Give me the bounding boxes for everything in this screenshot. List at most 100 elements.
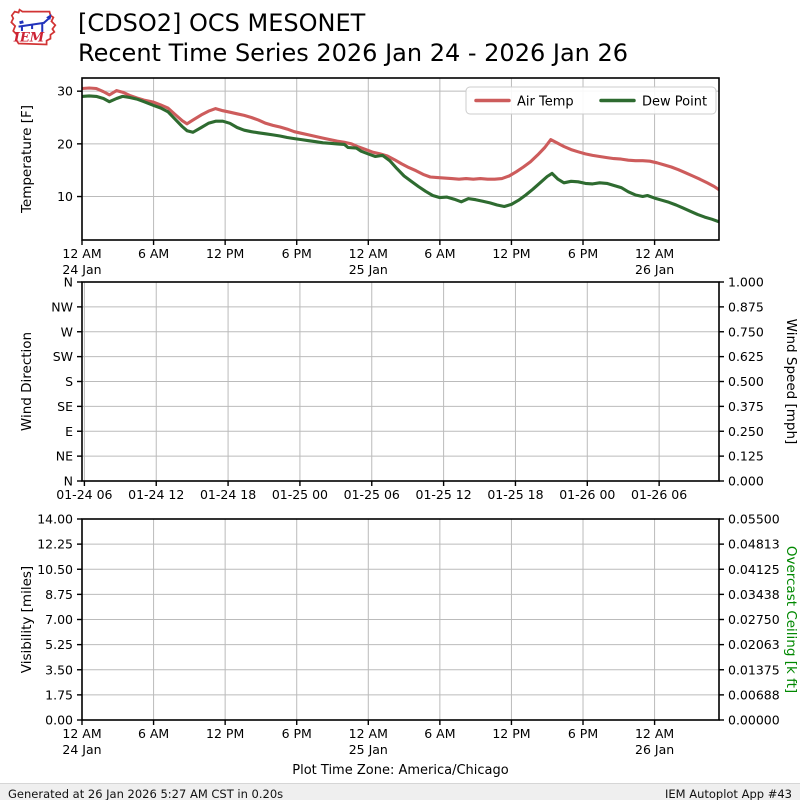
- x-tick-label: 6 PM: [568, 726, 598, 741]
- y-tick-label-right: 0.625: [728, 349, 764, 364]
- x-tick-label: 01-25 12: [416, 487, 472, 502]
- wind-vane-arrow-icon: [46, 14, 52, 20]
- x-tick-label: 26 Jan: [635, 262, 674, 277]
- y-axis-label-right: Wind Speed [mph]: [783, 319, 799, 445]
- y-tick-label-left: 7.00: [45, 612, 73, 627]
- autoplot-app-text: IEM Autoplot App #43: [664, 787, 792, 800]
- x-tick-label: 12 PM: [492, 246, 530, 261]
- y-tick-label-left: 1.75: [45, 687, 73, 702]
- x-tick-label: 6 AM: [424, 246, 455, 261]
- timezone-label: Plot Time Zone: America/Chicago: [292, 763, 509, 778]
- y-axis-label-left: Visibility [miles]: [19, 566, 35, 673]
- axes-spines: [81, 281, 720, 482]
- legend: Air Temp Dew Point: [465, 86, 717, 115]
- y-tick-label-right: 0.750: [728, 324, 764, 339]
- y-axis-label-right: Overcast Ceiling [k ft]: [783, 546, 799, 693]
- y-tick-label-left: 0.00: [45, 713, 73, 728]
- y-tick-label-left: W: [61, 324, 73, 339]
- x-tick-label: 12 PM: [492, 726, 530, 741]
- title-block: [CDSO2] OCS MESONET Recent Time Series 2…: [78, 8, 628, 68]
- x-tick-label: 01-24 06: [56, 487, 112, 502]
- iowa-outline-icon: [10, 8, 57, 46]
- x-tick-label: 12 AM: [635, 726, 674, 741]
- y-tick-label-right: 0.00000: [728, 713, 780, 728]
- y-tick-label-right: 0.02750: [728, 612, 780, 627]
- legend-label: Dew Point: [642, 95, 707, 110]
- y-tick-label-left: 3.50: [45, 662, 73, 677]
- x-tick-label: 6 PM: [568, 246, 598, 261]
- x-tick-label: 12 AM: [635, 246, 674, 261]
- y-tick-label-left: S: [65, 374, 73, 389]
- y-tick-label-right: 0.02063: [728, 637, 780, 652]
- x-tick-label: 6 PM: [282, 726, 312, 741]
- x-tick-label: 01-24 18: [200, 487, 256, 502]
- y-tick-label-right: 0.04125: [728, 562, 780, 577]
- weather-station-icon: [18, 16, 52, 32]
- x-tick-label: 01-26 06: [631, 487, 687, 502]
- x-tick-label: 25 Jan: [349, 742, 388, 757]
- y-tick-label-right: 0.04813: [728, 537, 780, 552]
- axes-spines: [81, 77, 720, 241]
- y-axis-label-left: Temperature [F]: [19, 105, 35, 214]
- y-tick-label-right: 0.01375: [728, 662, 780, 677]
- y-tick-label-left: N: [64, 275, 73, 290]
- y-tick-label-left: 8.75: [45, 587, 73, 602]
- dew-point-line: [82, 94, 719, 224]
- y-tick-label-left: 30: [57, 84, 73, 99]
- y-tick-label-left: 20: [57, 136, 73, 151]
- x-tick-label: 01-25 06: [344, 487, 400, 502]
- x-tick-label: 24 Jan: [62, 262, 101, 277]
- y-tick-label-left: SW: [53, 349, 73, 364]
- y-tick-label-right: 0.125: [728, 449, 764, 464]
- x-tick-label: 12 AM: [349, 246, 388, 261]
- x-tick-label: 6 PM: [282, 246, 312, 261]
- y-tick-label-right: 0.375: [728, 399, 764, 414]
- plot-subtitle: Recent Time Series 2026 Jan 24 - 2026 Ja…: [78, 39, 629, 67]
- y-tick-label-right: 0.03438: [728, 587, 780, 602]
- y-tick-label-right: 1.000: [728, 275, 764, 290]
- y-tick-label-left: SE: [57, 399, 73, 414]
- plot-title: [CDSO2] OCS MESONET: [78, 9, 366, 37]
- y-tick-label-left: 14.00: [37, 512, 73, 527]
- iem-logo: IEM: [10, 8, 57, 46]
- x-tick-label: 6 AM: [138, 246, 169, 261]
- legend-label: Air Temp: [517, 95, 574, 110]
- x-tick-label: 12 PM: [206, 726, 244, 741]
- footer-bar: Generated at 26 Jan 2026 5:27 AM CST in …: [0, 783, 800, 800]
- air-temp-line: [82, 86, 719, 192]
- x-tick-label: 12 PM: [206, 246, 244, 261]
- y-tick-label-right: 0.00688: [728, 687, 780, 702]
- x-tick-label: 01-25 00: [272, 487, 328, 502]
- panel-visibility: 0.00 1.75 3.50 5.25 7.00 8.75 10.50 12.25 14.00 0…: [19, 512, 799, 758]
- axes-spines: [81, 518, 720, 721]
- y-tick-label-right: 0.05500: [728, 512, 780, 527]
- y-tick-label-left: NW: [51, 299, 73, 314]
- y-tick-label-left: E: [65, 424, 73, 439]
- x-tick-label: 6 AM: [424, 726, 455, 741]
- x-tick-label: 6 AM: [138, 726, 169, 741]
- y-tick-label-left: N: [64, 474, 73, 489]
- iem-logo-text: IEM: [13, 31, 45, 46]
- y-tick-label-left: 5.25: [45, 637, 73, 652]
- x-tick-label: 12 AM: [62, 246, 101, 261]
- y-tick-label-left: 12.25: [37, 537, 73, 552]
- y-tick-label-left: 10.50: [37, 562, 73, 577]
- x-tick-label: 12 AM: [349, 726, 388, 741]
- x-tick-label: 01-26 00: [559, 487, 615, 502]
- panel-wind: N NE E SE S SW W NW N 0.000 0.125 0.250 0.375 0.500 0.…: [19, 275, 799, 503]
- x-tick-label: 01-24 12: [128, 487, 184, 502]
- generated-at-text: Generated at 26 Jan 2026 5:27 AM CST in …: [8, 787, 284, 800]
- y-tick-label-right: 0.250: [728, 424, 764, 439]
- x-tick-label: 12 AM: [62, 726, 101, 741]
- legend-box: [465, 86, 717, 115]
- x-tick-label: 01-25 18: [487, 487, 543, 502]
- x-tick-label: 25 Jan: [349, 262, 388, 277]
- y-tick-label-left: NE: [56, 449, 73, 464]
- y-axis-label-left: Wind Direction: [19, 332, 35, 431]
- y-tick-label-right: 0.500: [728, 374, 764, 389]
- header: IEM [CDSO2] OCS MESONET Recent Time Seri…: [0, 0, 800, 72]
- y-tick-label-right: 0.000: [728, 474, 764, 489]
